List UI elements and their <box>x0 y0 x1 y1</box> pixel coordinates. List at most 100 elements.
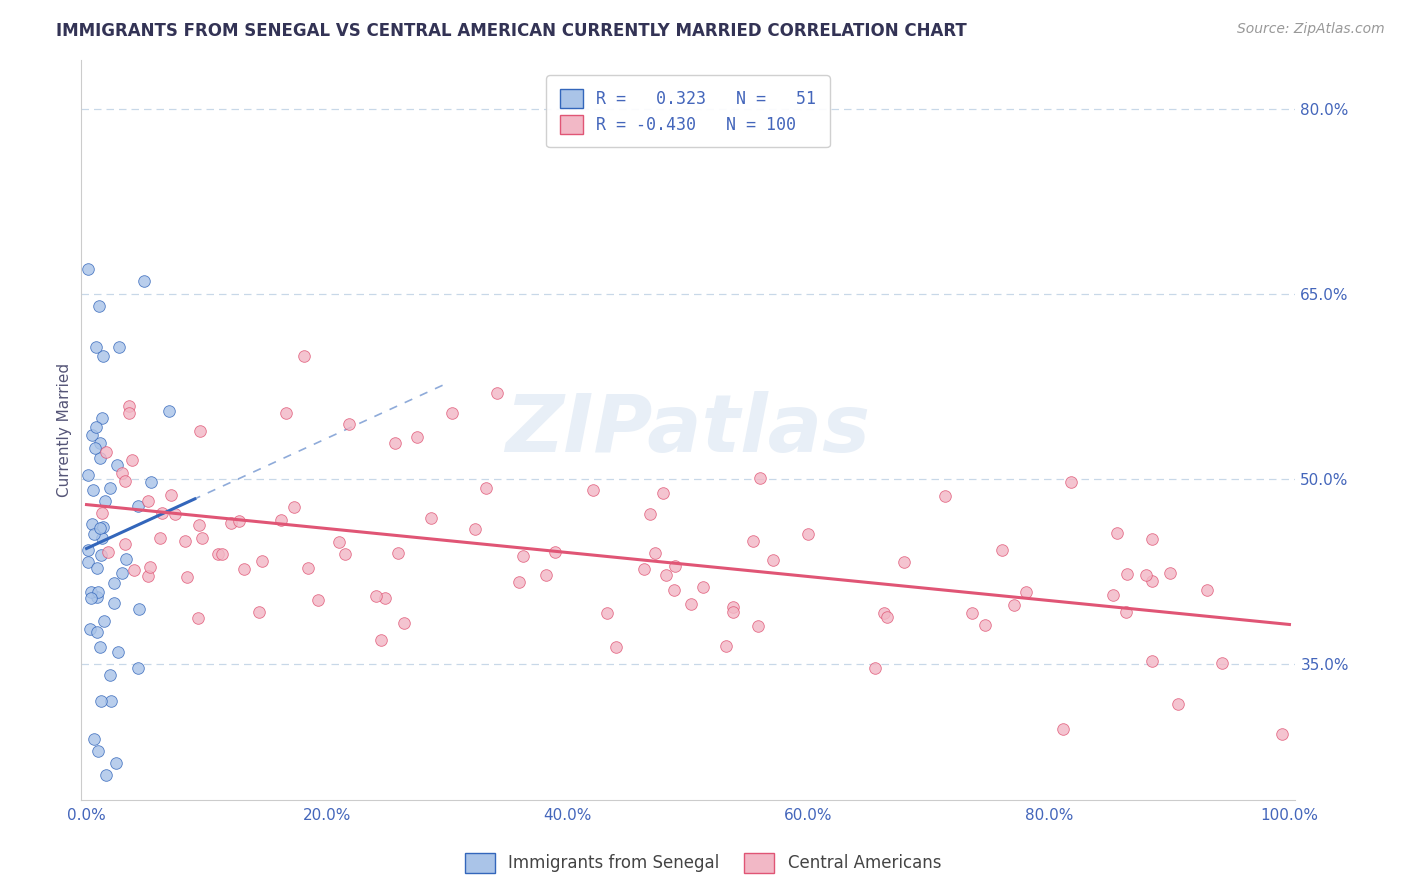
Point <box>747 619 769 633</box>
Point <box>86 340 108 354</box>
Point <box>187 611 209 625</box>
Point <box>124 562 146 576</box>
Point <box>141 475 163 489</box>
Point <box>638 508 661 522</box>
Point <box>89 436 111 450</box>
Point <box>90 410 112 425</box>
Point <box>83 731 105 746</box>
Point <box>339 417 361 431</box>
Point <box>139 560 162 574</box>
Point <box>83 441 105 455</box>
Point <box>87 300 110 314</box>
Point <box>90 531 112 545</box>
Point <box>100 481 122 495</box>
Point <box>128 602 150 616</box>
Point <box>96 445 118 459</box>
Text: IMMIGRANTS FROM SENEGAL VS CENTRAL AMERICAN CURRENTLY MARRIED CORRELATION CHART: IMMIGRANTS FROM SENEGAL VS CENTRAL AMERI… <box>56 22 967 40</box>
Point <box>89 640 111 654</box>
Point <box>328 535 350 549</box>
Point <box>274 406 297 420</box>
Point <box>188 517 211 532</box>
Point <box>392 615 415 630</box>
Point <box>1060 475 1083 489</box>
Point <box>364 589 387 603</box>
Point <box>96 768 118 782</box>
Point <box>97 545 120 559</box>
Point <box>991 542 1014 557</box>
Point <box>1105 526 1128 541</box>
Point <box>165 507 187 521</box>
Point <box>114 537 136 551</box>
Point <box>508 574 530 589</box>
Point <box>863 661 886 675</box>
Point <box>91 349 114 363</box>
Point <box>1142 653 1164 667</box>
Point <box>211 547 233 561</box>
Point <box>76 543 98 558</box>
Point <box>80 584 103 599</box>
Point <box>89 521 111 535</box>
Point <box>1115 566 1137 581</box>
Point <box>77 555 100 569</box>
Point <box>1140 574 1163 588</box>
Point <box>534 568 557 582</box>
Point <box>876 610 898 624</box>
Point <box>1197 583 1219 598</box>
Point <box>721 600 744 615</box>
Point <box>893 556 915 570</box>
Point <box>748 471 770 485</box>
Point <box>87 585 110 599</box>
Point <box>384 436 406 450</box>
Point <box>82 483 104 497</box>
Point <box>934 489 956 503</box>
Point <box>1167 698 1189 712</box>
Point <box>387 546 409 560</box>
Point <box>406 430 429 444</box>
Point <box>655 567 678 582</box>
Point <box>100 694 122 708</box>
Point <box>136 568 159 582</box>
Point <box>681 597 703 611</box>
Point <box>486 385 509 400</box>
Point <box>134 275 156 289</box>
Point <box>441 406 464 420</box>
Point <box>247 606 270 620</box>
Point <box>80 428 103 442</box>
Legend: R =   0.323   N =   51, R = -0.430   N = 100: R = 0.323 N = 51, R = -0.430 N = 100 <box>547 75 830 147</box>
Point <box>651 485 673 500</box>
Point <box>228 514 250 528</box>
Point <box>160 488 183 502</box>
Point <box>87 744 110 758</box>
Point <box>83 526 105 541</box>
Point <box>103 596 125 610</box>
Point <box>174 534 197 549</box>
Point <box>86 590 108 604</box>
Point <box>741 533 763 548</box>
Point <box>80 591 103 605</box>
Point <box>111 466 134 480</box>
Point <box>1270 727 1292 741</box>
Point <box>596 606 619 620</box>
Point <box>219 516 242 531</box>
Y-axis label: Currently Married: Currently Married <box>58 363 72 497</box>
Point <box>974 618 997 632</box>
Text: ZIPatlas: ZIPatlas <box>506 391 870 469</box>
Point <box>270 513 292 527</box>
Point <box>111 566 134 581</box>
Point <box>149 531 172 545</box>
Point <box>283 500 305 515</box>
Point <box>98 667 121 681</box>
Point <box>118 400 141 414</box>
Point <box>157 404 180 418</box>
Point <box>1115 605 1137 619</box>
Point <box>582 483 605 497</box>
Point <box>121 453 143 467</box>
Point <box>419 511 441 525</box>
Point <box>94 494 117 508</box>
Point <box>91 520 114 534</box>
Point <box>370 632 392 647</box>
Point <box>89 450 111 465</box>
Point <box>79 622 101 636</box>
Point <box>762 553 785 567</box>
Text: Source: ZipAtlas.com: Source: ZipAtlas.com <box>1237 22 1385 37</box>
